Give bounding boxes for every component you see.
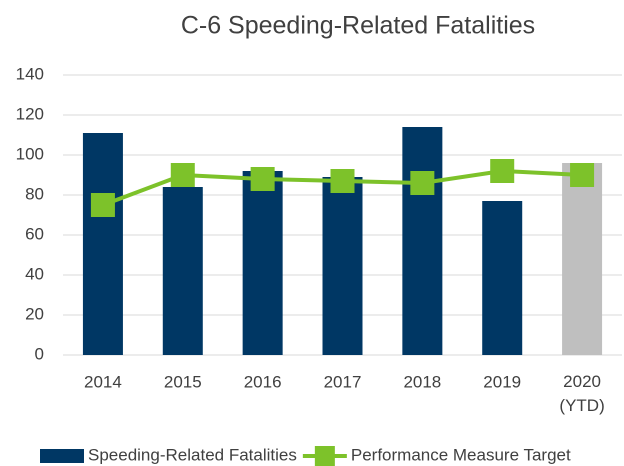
legend-label: Speeding-Related Fatalities — [88, 445, 297, 464]
y-tick-label: 120 — [16, 104, 44, 123]
bar — [242, 171, 283, 355]
legend-label: Performance Measure Target — [351, 445, 571, 464]
bar — [82, 133, 123, 355]
line-marker — [250, 167, 275, 191]
bar — [482, 201, 523, 355]
y-tick-label: 100 — [16, 144, 44, 163]
y-tick-label: 60 — [25, 224, 44, 243]
line-marker — [90, 193, 115, 217]
line-marker — [330, 169, 355, 193]
bar — [162, 187, 203, 355]
x-tick-label: 2018 — [403, 372, 441, 391]
y-tick-label: 80 — [25, 184, 44, 203]
line-marker — [570, 163, 595, 187]
y-tick-label: 40 — [25, 264, 44, 283]
y-tick-label: 0 — [35, 344, 44, 363]
line-marker — [490, 159, 515, 183]
bar — [562, 163, 603, 355]
bar — [402, 127, 443, 355]
bar — [322, 177, 363, 355]
y-tick-label: 20 — [25, 304, 44, 323]
line-marker — [410, 171, 435, 195]
legend-swatch — [40, 449, 84, 463]
y-tick-label: 140 — [16, 64, 44, 83]
chart-title: C-6 Speeding-Related Fatalities — [181, 12, 535, 40]
legend-swatch — [314, 446, 335, 466]
x-tick-label: 2019 — [483, 372, 521, 391]
x-tick-label: 2014 — [84, 372, 122, 391]
x-tick-label: 2017 — [324, 372, 362, 391]
x-tick-label: 2016 — [244, 372, 282, 391]
x-tick-label: 2015 — [164, 372, 202, 391]
x-tick-label: 2020 (YTD) — [559, 372, 604, 415]
line-marker — [170, 163, 195, 187]
